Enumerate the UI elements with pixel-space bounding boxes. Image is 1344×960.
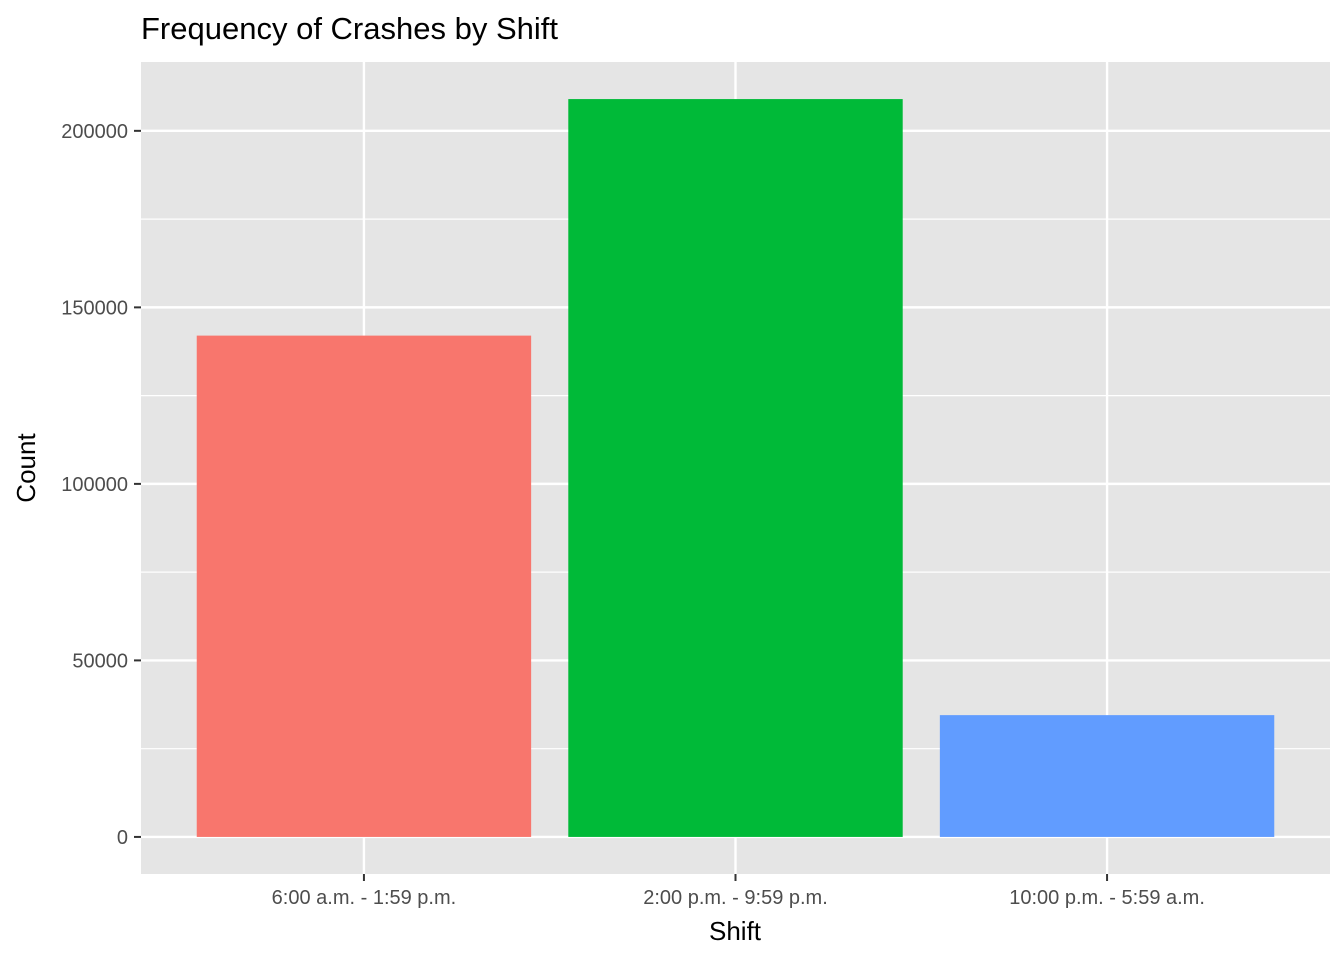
y-tick-label: 0 — [117, 827, 128, 849]
x-axis-title: Shift — [709, 916, 762, 946]
bar — [568, 99, 903, 837]
y-tick-label: 150000 — [61, 297, 128, 319]
x-axis: 6:00 a.m. - 1:59 p.m. 2:00 p.m. - 9:59 p.… — [272, 874, 1205, 909]
x-tick-label: 10:00 p.m. - 5:59 a.m. — [1009, 887, 1205, 909]
chart-title: Frequency of Crashes by Shift — [141, 11, 558, 46]
y-tick-label: 50000 — [72, 650, 128, 672]
x-tick-label: 2:00 p.m. - 9:59 p.m. — [643, 887, 828, 909]
y-tick-label: 200000 — [61, 121, 128, 143]
y-tick-label: 100000 — [61, 474, 128, 496]
y-axis: 0 50000 100000 150000 200000 — [61, 121, 141, 849]
y-axis-title: Count — [11, 433, 41, 503]
bar — [939, 715, 1275, 837]
bars — [196, 99, 1275, 837]
x-tick-label: 6:00 a.m. - 1:59 p.m. — [272, 887, 457, 909]
bar — [196, 335, 532, 837]
